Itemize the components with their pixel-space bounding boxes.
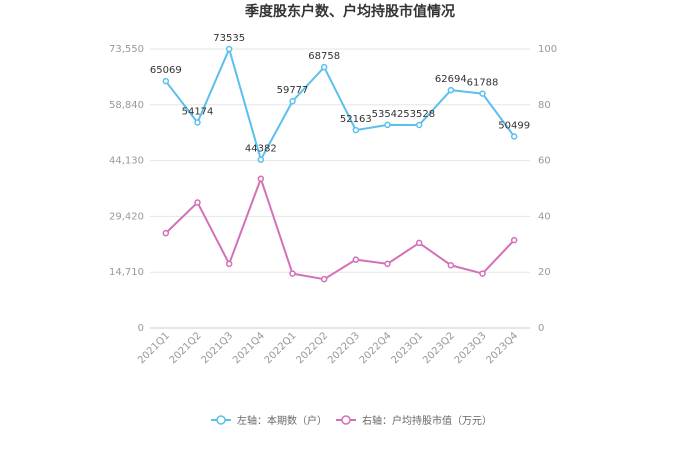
left-tick-label: 0	[138, 323, 144, 334]
series-0-point	[320, 63, 328, 71]
x-tick-label: 2021Q1	[136, 330, 172, 366]
x-tick-label: 2023Q3	[453, 330, 489, 366]
series-0-point	[479, 90, 486, 97]
series-1-point	[257, 175, 265, 182]
x-tick-label: 2022Q3	[326, 330, 362, 366]
x-tick-label: 2022Q2	[294, 330, 330, 366]
x-tick-label: 2021Q3	[199, 330, 235, 366]
left-tick-label: 58,840	[109, 100, 144, 111]
series-1-point	[162, 229, 170, 237]
x-tick-label: 2022Q4	[358, 330, 394, 366]
data-label: 53542	[372, 109, 404, 120]
legend: 左轴：本期数（户） 右轴：户均持股市值（万元）	[211, 414, 492, 427]
right-axis: 0 20 40 60 80 100	[538, 44, 557, 334]
series-0-point	[384, 121, 391, 129]
x-tick-label: 2021Q2	[168, 330, 204, 366]
chart-title: 季度股东户数、户均持股市值情况	[244, 3, 455, 20]
data-label: 68758	[308, 51, 340, 62]
right-tick-label: 60	[538, 156, 551, 167]
left-tick-label: 44,130	[109, 156, 144, 167]
legend-marker-0	[216, 415, 226, 425]
data-label: 52163	[340, 114, 372, 125]
series-0-point	[289, 97, 296, 105]
data-label: 50499	[498, 120, 530, 131]
left-tick-label: 73,550	[109, 44, 144, 55]
right-tick-label: 100	[538, 44, 557, 55]
series-1-point	[510, 236, 518, 244]
x-tick-label: 2023Q4	[484, 330, 520, 366]
series-1-point	[225, 260, 233, 268]
series-0-point	[194, 119, 201, 126]
left-tick-label: 14,710	[109, 267, 144, 278]
x-tick-label: 2023Q2	[421, 330, 457, 366]
x-tick-label: 2022Q1	[263, 330, 299, 366]
right-tick-label: 20	[538, 267, 551, 278]
series-1-point	[384, 260, 391, 268]
data-label: 53528	[403, 109, 435, 120]
grid	[150, 48, 530, 329]
data-label: 73535	[213, 33, 245, 44]
data-label: 59777	[277, 85, 309, 96]
series-1-point	[289, 270, 296, 277]
series-layer: 65069 54174 73535 44382 59777 68758 52163 53542…	[150, 33, 530, 283]
x-tick-label: 2023Q1	[389, 330, 425, 366]
series-0-point	[225, 45, 233, 53]
series-0-point	[352, 126, 360, 134]
series-line-1	[165, 177, 515, 281]
left-tick-label: 29,420	[109, 211, 144, 222]
series-1-point	[352, 256, 360, 263]
data-label: 54174	[182, 106, 214, 117]
x-tick-label: 2021Q4	[231, 330, 267, 366]
series-1-point	[320, 275, 328, 283]
data-label: 62694	[435, 74, 467, 85]
series-0-point	[510, 133, 518, 140]
right-tick-label: 0	[538, 323, 544, 334]
series-0-point	[415, 121, 423, 129]
left-axis: 0 14,710 29,420 44,130 58,840 73,550	[109, 44, 144, 334]
series-1-point	[479, 270, 486, 277]
series-1-point	[415, 239, 423, 247]
series-0-point	[162, 77, 170, 85]
series-line-0	[165, 48, 515, 161]
x-axis: 2021Q12021Q22021Q32021Q42022Q12022Q22022…	[136, 330, 520, 366]
series-1-point	[447, 261, 455, 269]
data-label: 65069	[150, 65, 182, 76]
data-label: 44382	[245, 144, 277, 155]
legend-marker-1	[341, 415, 351, 425]
series-0-point	[447, 86, 455, 94]
data-label: 61788	[467, 78, 499, 89]
series-1-point	[194, 199, 201, 206]
right-tick-label: 40	[538, 211, 551, 222]
series-0-point	[257, 156, 265, 163]
legend-label-0: 左轴：本期数（户）	[237, 414, 327, 427]
legend-label-1: 右轴：户均持股市值（万元）	[362, 414, 492, 427]
right-tick-label: 80	[538, 100, 551, 111]
